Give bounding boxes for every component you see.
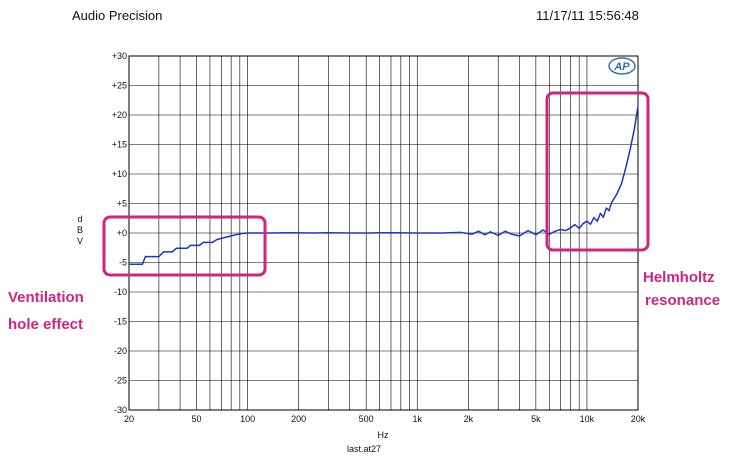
- plot-frame: [128, 55, 639, 411]
- header-timestamp: 11/17/11 15:56:48: [536, 8, 639, 23]
- chart-footer: last.at27: [347, 444, 381, 454]
- y-tick-label: -5: [119, 258, 127, 268]
- ap-logo-text: AP: [613, 61, 630, 73]
- x-axis-ticks: 20 50 100 200 500 1k 2k 5k 10k 20k: [124, 414, 646, 424]
- y-tick-label: -10: [114, 287, 127, 297]
- y-axis-ticks: +30 +25 +20 +15 +10 +5 +0 -5 -10 -15 -20 -25 -30: [112, 51, 127, 415]
- y-tick-label: -30: [114, 405, 127, 415]
- x-tick-label: 50: [192, 414, 202, 424]
- y-tick-label: +25: [112, 81, 127, 91]
- x-tick-label: 200: [291, 414, 306, 424]
- y-tick-label: -20: [114, 346, 127, 356]
- y-tick-label: +20: [112, 110, 127, 120]
- x-tick-label: 20k: [631, 414, 646, 424]
- annotation-ventilation-line2: hole effect: [8, 316, 83, 333]
- x-tick-label: 1k: [413, 414, 423, 424]
- series-line: [129, 106, 639, 266]
- y-tick-label: +10: [112, 169, 127, 179]
- y-tick-label: +30: [112, 51, 127, 61]
- x-tick-label: 20: [124, 414, 134, 424]
- x-tick-label: 500: [359, 414, 374, 424]
- x-tick-label: 2k: [464, 414, 474, 424]
- y-tick-label: -15: [114, 317, 127, 327]
- y-tick-label: +15: [112, 140, 127, 150]
- highlight-ventilation-box: [102, 215, 267, 277]
- annotation-ventilation-line1: Ventilation: [8, 289, 84, 306]
- highlight-helmholtz-box: [545, 91, 650, 252]
- annotation-helmholtz-line1: Helmholtz: [643, 269, 715, 286]
- x-tick-label: 5k: [531, 414, 541, 424]
- ap-logo-icon: AP: [608, 57, 636, 75]
- x-axis-label: Hz: [378, 430, 389, 440]
- annotation-helmholtz-line2: resonance: [645, 292, 720, 309]
- header-app-title: Audio Precision: [72, 8, 163, 23]
- x-tick-label: 10k: [580, 414, 595, 424]
- x-tick-label: 100: [240, 414, 255, 424]
- y-tick-label: +0: [117, 228, 127, 238]
- y-tick-label: -25: [114, 376, 127, 386]
- y-tick-label: +5: [117, 199, 127, 209]
